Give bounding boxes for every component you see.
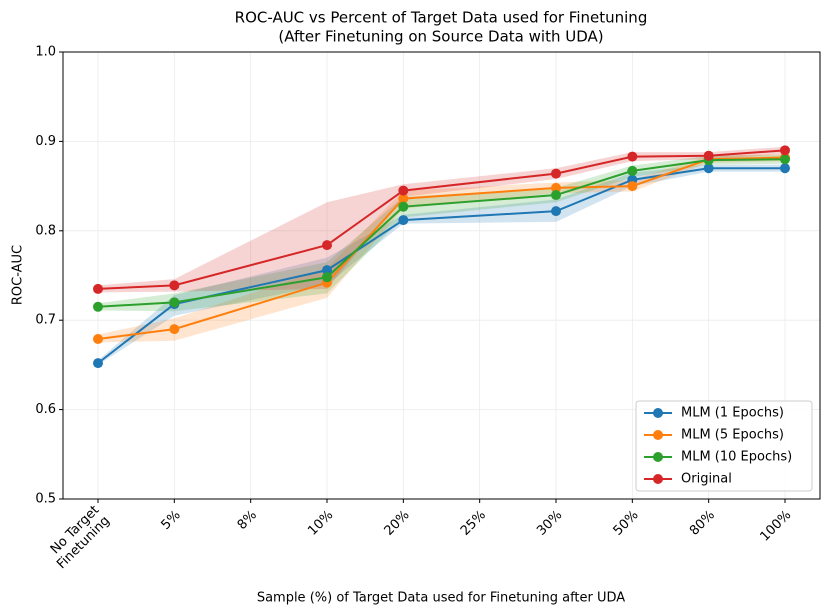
x-tick-label: 10% bbox=[305, 508, 336, 539]
data-point bbox=[627, 181, 638, 192]
data-point bbox=[780, 163, 790, 174]
data-point bbox=[398, 201, 409, 212]
data-point bbox=[398, 185, 409, 196]
chart-title: ROC-AUC vs Percent of Target Data used f… bbox=[235, 9, 648, 27]
legend-marker bbox=[653, 408, 663, 418]
confidence-band bbox=[98, 154, 785, 312]
y-tick-label: 0.7 bbox=[35, 313, 56, 328]
data-point bbox=[169, 280, 180, 291]
x-tick-label: 5% bbox=[158, 508, 183, 533]
legend-label: MLM (5 Epochs) bbox=[681, 428, 784, 443]
data-point bbox=[93, 333, 103, 344]
x-tick-label: 30% bbox=[534, 508, 565, 539]
confidence-band bbox=[98, 153, 785, 343]
legend-label: Original bbox=[681, 472, 732, 487]
data-point bbox=[703, 163, 714, 174]
legend-label: MLM (10 Epochs) bbox=[681, 450, 792, 465]
data-point bbox=[322, 272, 332, 283]
x-tick-label: No TargetFinetuning bbox=[43, 502, 112, 571]
data-point bbox=[551, 190, 561, 201]
legend-box bbox=[635, 400, 813, 492]
legend-marker bbox=[653, 452, 663, 462]
data-point bbox=[398, 193, 409, 204]
series-line bbox=[97, 156, 786, 340]
chart-subtitle: (After Finetuning on Source Data with UD… bbox=[278, 28, 603, 46]
x-tick-label: 100% bbox=[757, 508, 794, 545]
y-tick-label: 0.9 bbox=[35, 134, 56, 149]
confidence-band bbox=[98, 146, 785, 293]
series-line bbox=[97, 149, 786, 290]
data-point bbox=[780, 145, 790, 156]
data-point bbox=[398, 215, 409, 226]
x-tick-label: 20% bbox=[382, 508, 413, 539]
legend-marker bbox=[653, 430, 663, 440]
data-point bbox=[551, 206, 561, 217]
x-tick-label: 8% bbox=[235, 508, 260, 533]
data-point bbox=[322, 240, 332, 251]
data-point bbox=[169, 324, 180, 335]
data-point bbox=[93, 358, 103, 369]
data-point bbox=[93, 301, 103, 312]
data-point bbox=[551, 168, 561, 179]
legend-marker bbox=[653, 474, 663, 484]
data-point bbox=[322, 265, 332, 276]
plot-frame bbox=[62, 51, 821, 500]
data-point bbox=[93, 283, 103, 294]
y-tick-label: 1.0 bbox=[35, 45, 56, 60]
data-point bbox=[169, 297, 180, 308]
data-point bbox=[780, 154, 790, 165]
data-point bbox=[627, 165, 638, 176]
data-point bbox=[551, 182, 561, 193]
data-point bbox=[703, 150, 714, 161]
x-tick-label: 25% bbox=[458, 508, 489, 539]
y-tick-label: 0.5 bbox=[35, 492, 56, 507]
x-axis-label: Sample (%) of Target Data used for Finet… bbox=[257, 591, 625, 606]
legend-label: MLM (1 Epochs) bbox=[681, 406, 784, 421]
x-tick-label: 50% bbox=[611, 508, 642, 539]
data-point bbox=[627, 151, 638, 162]
series-line bbox=[97, 158, 786, 308]
x-tick-label: 80% bbox=[687, 508, 718, 539]
y-tick-label: 0.6 bbox=[35, 402, 56, 417]
y-axis-label: ROC-AUC bbox=[11, 245, 26, 305]
y-tick-label: 0.8 bbox=[35, 223, 56, 238]
